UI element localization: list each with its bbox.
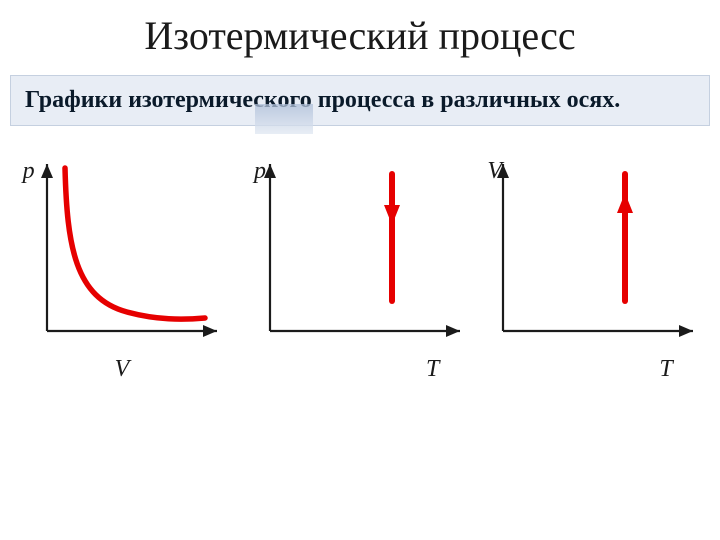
page-title: Изотермический процесс	[0, 0, 720, 71]
chart-pv-svg	[17, 156, 237, 356]
subtitle-band: Графики изотермического процесса в разли…	[10, 75, 710, 126]
chart-pt-svg	[250, 156, 470, 356]
chart-pv: p V	[17, 156, 237, 396]
subtitle-text: Графики изотермического процесса в разли…	[25, 86, 695, 115]
chart-pv-xlabel: V	[115, 356, 130, 383]
chart-pt-xlabel: T	[426, 356, 439, 383]
chart-pv-ylabel: p	[23, 158, 35, 185]
charts-row: p V p T V T	[0, 126, 720, 396]
chart-vt: V T	[483, 156, 703, 396]
chart-vt-ylabel: V	[487, 158, 502, 185]
chart-vt-svg	[483, 156, 703, 356]
chart-vt-xlabel: T	[659, 356, 672, 383]
chart-pt: p T	[250, 156, 470, 396]
smudge-overlay	[255, 104, 313, 134]
chart-pt-ylabel: p	[254, 158, 266, 185]
